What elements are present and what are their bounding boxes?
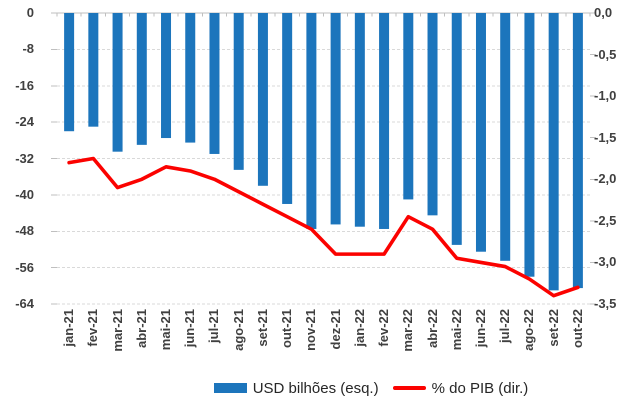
usd-bar <box>233 13 244 170</box>
usd-bar <box>427 13 438 216</box>
x-axis-label: abr-21 <box>133 309 149 349</box>
left-axis-label: 0 <box>26 5 34 20</box>
right-axis-label: -2,5 <box>594 212 617 228</box>
x-axis-label: dez-21 <box>327 309 343 350</box>
x-axis-label: ago-21 <box>230 309 246 351</box>
usd-bar <box>524 13 535 277</box>
usd-bar <box>403 13 414 200</box>
x-axis-label: mai-22 <box>448 309 464 351</box>
right-axis-label: 0,0 <box>594 5 613 20</box>
usd-bar <box>112 13 123 152</box>
x-axis-label: mar-21 <box>109 309 125 352</box>
x-axis-label: set-21 <box>254 309 270 347</box>
x-axis-label: ago-22 <box>521 309 537 351</box>
right-axis-label: -3,5 <box>594 296 617 311</box>
right-axis-label: -1,5 <box>594 129 617 145</box>
right-axis-label: -1,0 <box>594 88 617 104</box>
usd-bar <box>500 13 511 261</box>
left-axis-label: -32 <box>15 150 34 166</box>
right-axis-label: -3,0 <box>594 254 617 270</box>
left-axis-label: -24 <box>15 114 34 130</box>
x-axis-label: jul-21 <box>206 309 222 343</box>
right-axis-label: -0,5 <box>594 46 617 62</box>
usd-bar <box>161 13 172 139</box>
left-axis-label: -64 <box>15 296 34 311</box>
x-axis-label: jan-21 <box>61 309 77 347</box>
x-axis-label: out-21 <box>279 309 295 348</box>
x-axis-label: fev-21 <box>85 309 101 347</box>
x-axis-label: abr-22 <box>424 309 440 349</box>
left-axis-label: -8 <box>22 41 34 57</box>
usd-bar <box>88 13 99 127</box>
usd-bar <box>451 13 462 245</box>
x-axis-label: jun-21 <box>182 309 198 348</box>
usd-bar <box>475 13 486 252</box>
usd-bar <box>548 13 559 291</box>
usd-bar <box>354 13 365 227</box>
left-axis-label: -40 <box>15 186 34 202</box>
chart-legend: USD bilhões (esq.) % do PIB (dir.) <box>0 376 632 400</box>
usd-bar <box>257 13 268 186</box>
x-axis-label: mar-22 <box>400 309 416 352</box>
left-axis-label: -16 <box>15 77 34 93</box>
legend-item-pib: % do PIB (dir.) <box>392 379 529 397</box>
right-axis-label: -2,0 <box>594 171 617 187</box>
usd-bar <box>330 13 341 225</box>
usd-bar <box>64 13 75 132</box>
usd-bar <box>136 13 147 145</box>
legend-label-pib: % do PIB (dir.) <box>431 379 529 397</box>
bar-series-swatch-icon <box>213 383 247 393</box>
pib-line <box>67 156 580 298</box>
usd-bar <box>185 13 196 143</box>
usd-bar <box>282 13 293 204</box>
legend-item-usd: USD bilhões (esq.) <box>213 379 379 397</box>
legend-label-usd: USD bilhões (esq.) <box>252 379 379 397</box>
x-axis-label: jun-22 <box>472 309 488 348</box>
x-axis-label: jan-22 <box>351 309 367 347</box>
x-axis-label: fev-22 <box>376 309 392 347</box>
x-axis-label: set-22 <box>545 309 561 347</box>
x-axis-label: jul-22 <box>497 309 513 343</box>
usd-bar <box>379 13 390 229</box>
x-axis-label: mai-21 <box>158 309 174 351</box>
left-axis-label: -48 <box>15 223 34 239</box>
usd-bar <box>572 13 583 289</box>
left-axis-label: -56 <box>15 259 34 275</box>
x-axis-label: nov-21 <box>303 309 319 351</box>
usd-bar <box>306 13 317 229</box>
usd-bar <box>209 13 220 154</box>
x-axis-label: out-22 <box>569 309 585 348</box>
line-series-swatch-icon <box>392 386 426 390</box>
